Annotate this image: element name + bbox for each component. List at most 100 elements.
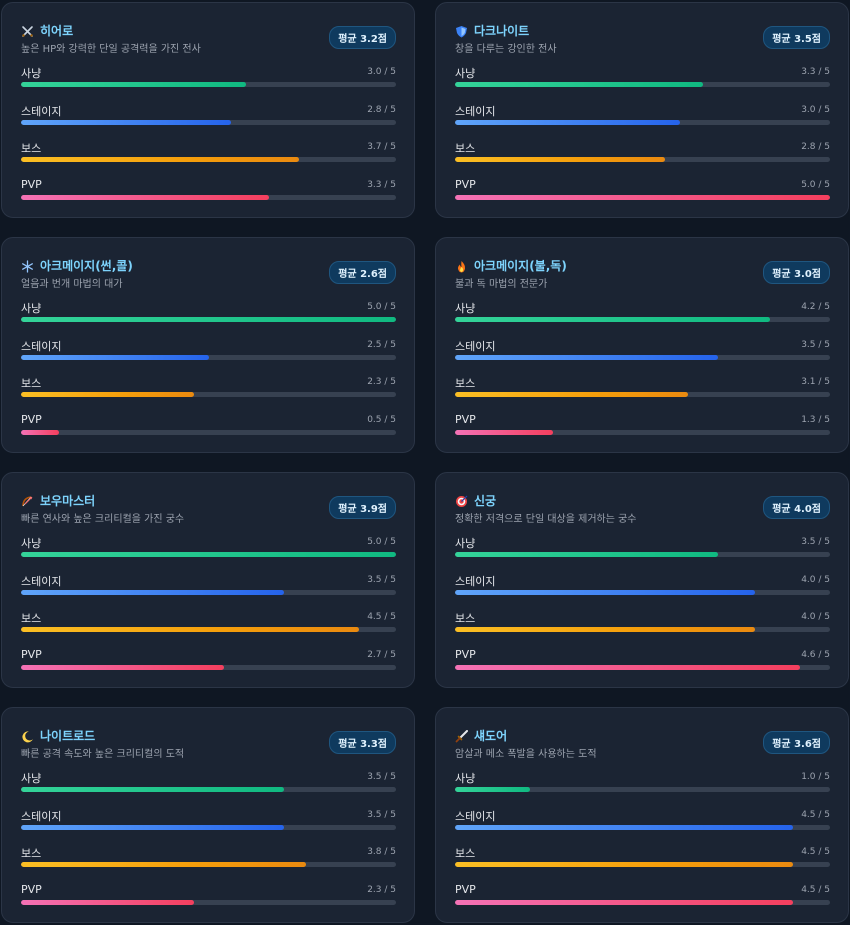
stat-row-hunt: 사냥 1.0 / 5 (455, 768, 830, 806)
stat-list: 사냥 3.5 / 5 스테이지 4.0 / 5 보스 4.0 / 5 (455, 533, 830, 683)
stat-row-boss: 보스 4.0 / 5 (455, 608, 830, 646)
stat-label: 사냥 (455, 67, 476, 80)
class-description: 정확한 저격으로 단일 대상을 제거하는 궁수 (455, 514, 637, 525)
stat-row-boss: 보스 3.7 / 5 (21, 138, 396, 176)
stat-label: 스테이지 (455, 339, 496, 353)
stat-bar-fill (455, 157, 665, 162)
class-name: 아크메이지(불,독) (474, 258, 567, 273)
stat-value: 2.7 / 5 (367, 649, 396, 660)
stat-bar-track (21, 157, 396, 162)
stat-label: PVP (21, 412, 42, 426)
stat-bar-fill (21, 552, 396, 557)
stat-list: 사냥 3.3 / 5 스테이지 3.0 / 5 보스 2.8 / 5 (455, 63, 830, 213)
class-card: 다크나이트 창을 다루는 강인한 전사 평균 3.5점 사냥 3.3 / 5 스… (435, 2, 849, 218)
stat-bar-fill (21, 664, 224, 670)
stat-label: 스테이지 (21, 339, 62, 353)
stat-bar-track (21, 317, 396, 322)
class-name: 다크나이트 (474, 23, 530, 38)
class-card: 나이트로드 빠른 공격 속도와 높은 크리티컬의 도적 평균 3.3점 사냥 3… (1, 707, 415, 923)
moon-icon (22, 730, 33, 742)
stat-label: 보스 (21, 377, 42, 390)
stat-bar-track (21, 862, 396, 867)
stat-bar-track (455, 194, 830, 200)
stat-label: 스테이지 (21, 809, 62, 823)
target-icon (455, 494, 468, 508)
stat-list: 사냥 5.0 / 5 스테이지 2.5 / 5 보스 2.3 / 5 (21, 298, 396, 448)
stat-bar-track (455, 392, 830, 397)
stat-label: 사냥 (21, 537, 42, 550)
stat-label: PVP (21, 177, 42, 191)
stat-row-boss: 보스 2.3 / 5 (21, 373, 396, 411)
stat-row-pvp: PVP 0.5 / 5 (21, 411, 396, 449)
class-name: 아크메이지(썬,콜) (40, 258, 133, 273)
stat-bar-fill (455, 119, 680, 125)
stat-list: 사냥 3.0 / 5 스테이지 2.8 / 5 보스 3.7 / 5 (21, 63, 396, 213)
shield-icon (456, 25, 467, 37)
stat-bar-track (455, 627, 830, 632)
stat-label: PVP (455, 647, 476, 661)
stat-label: 스테이지 (21, 104, 62, 118)
stat-value: 4.5 / 5 (801, 847, 830, 857)
stat-value: 3.5 / 5 (801, 537, 830, 547)
class-card: 섀도어 암살과 메소 폭발을 사용하는 도적 평균 3.6점 사냥 1.0 / … (435, 707, 849, 923)
stat-row-hunt: 사냥 4.2 / 5 (455, 298, 830, 336)
stat-bar-fill (21, 862, 306, 867)
stat-row-pvp: PVP 1.3 / 5 (455, 411, 830, 449)
stat-bar-fill (21, 119, 231, 125)
stat-bar-track (455, 119, 830, 125)
stat-value: 3.0 / 5 (801, 104, 830, 115)
stat-row-boss: 보스 2.8 / 5 (455, 138, 830, 176)
class-card: 아크메이지(썬,콜) 얼음과 번개 마법의 대가 평균 2.6점 사냥 5.0 … (1, 237, 415, 453)
stat-label: 보스 (455, 142, 476, 155)
average-score-badge: 평균 3.3점 (329, 731, 396, 754)
stat-row-stage: 스테이지 4.0 / 5 (455, 571, 830, 609)
stat-label: 스테이지 (455, 104, 496, 118)
stat-bar-track (455, 862, 830, 867)
stat-list: 사냥 4.2 / 5 스테이지 3.5 / 5 보스 3.1 / 5 (455, 298, 830, 448)
stat-row-pvp: PVP 2.7 / 5 (21, 646, 396, 684)
stat-bar-track (21, 627, 396, 632)
stat-value: 3.5 / 5 (367, 772, 396, 782)
stat-list: 사냥 5.0 / 5 스테이지 3.5 / 5 보스 4.5 / 5 (21, 533, 396, 683)
stat-value: 2.8 / 5 (367, 104, 396, 115)
card-header: 아크메이지(불,독) 불과 독 마법의 전문가 평균 3.0점 (455, 257, 830, 290)
stat-value: 1.3 / 5 (801, 414, 830, 425)
stat-bar-fill (21, 589, 284, 595)
stat-value: 3.7 / 5 (367, 142, 396, 152)
stat-label: 보스 (455, 377, 476, 390)
average-score-badge: 평균 3.5점 (763, 26, 830, 49)
stat-list: 사냥 3.5 / 5 스테이지 3.5 / 5 보스 3.8 / 5 (21, 768, 396, 918)
stat-bar-track (21, 787, 396, 792)
stat-bar-track (21, 392, 396, 397)
card-header: 섀도어 암살과 메소 폭발을 사용하는 도적 평균 3.6점 (455, 727, 830, 760)
stat-label: 사냥 (455, 302, 476, 315)
stat-bar-track (21, 354, 396, 360)
stat-value: 3.5 / 5 (801, 339, 830, 350)
stat-bar-fill (21, 429, 59, 435)
average-score-badge: 평균 3.6점 (763, 731, 830, 754)
stat-bar-fill (455, 899, 793, 905)
stat-value: 5.0 / 5 (367, 302, 396, 312)
stat-bar-track (455, 157, 830, 162)
stat-label: PVP (21, 647, 42, 661)
stat-label: 보스 (21, 142, 42, 155)
card-header: 신궁 정확한 저격으로 단일 대상을 제거하는 궁수 평균 4.0점 (455, 492, 830, 525)
stat-row-stage: 스테이지 4.5 / 5 (455, 806, 830, 844)
stat-value: 3.5 / 5 (367, 574, 396, 585)
stat-bar-track (455, 824, 830, 830)
stat-label: 스테이지 (455, 574, 496, 588)
stat-bar-track (21, 82, 396, 87)
card-header: 히어로 높은 HP와 강력한 단일 공격력을 가진 전사 평균 3.2점 (21, 22, 396, 55)
class-card: 아크메이지(불,독) 불과 독 마법의 전문가 평균 3.0점 사냥 4.2 /… (435, 237, 849, 453)
average-score-badge: 평균 3.9점 (329, 496, 396, 519)
stat-row-stage: 스테이지 3.0 / 5 (455, 101, 830, 139)
stat-bar-fill (455, 317, 770, 322)
bow-icon (22, 495, 33, 507)
stat-bar-fill (455, 627, 755, 632)
stat-bar-fill (21, 194, 269, 200)
stat-bar-track (21, 194, 396, 200)
stat-value: 2.5 / 5 (367, 339, 396, 350)
average-score-badge: 평균 3.2점 (329, 26, 396, 49)
stat-label: 사냥 (455, 772, 476, 785)
stat-bar-fill (21, 82, 246, 87)
